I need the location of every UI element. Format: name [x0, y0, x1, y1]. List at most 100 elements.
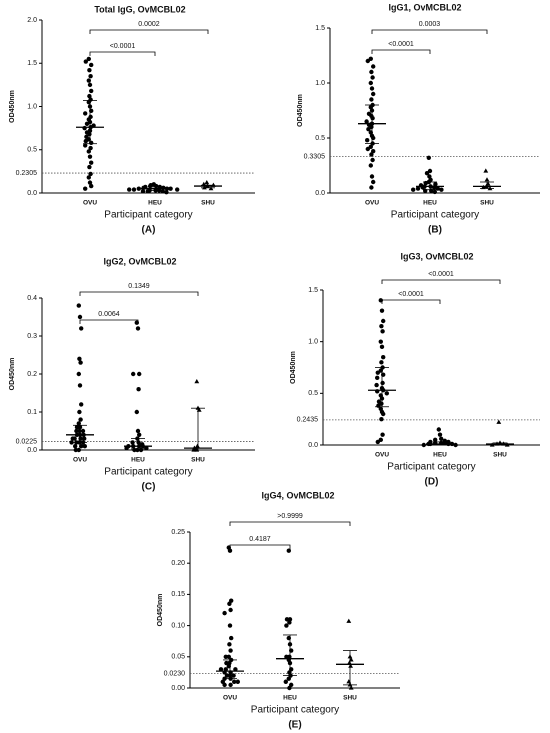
x-tick-label: SHU — [201, 200, 215, 207]
data-point — [283, 679, 288, 684]
data-point — [380, 329, 385, 334]
y-tick-label: 0.0 — [27, 447, 37, 454]
data-point — [346, 618, 352, 623]
data-point — [79, 444, 84, 449]
data-point — [369, 69, 374, 75]
data-point — [374, 382, 379, 388]
data-point — [87, 82, 93, 88]
y-axis-label: OD450nm — [297, 94, 304, 127]
data-point — [484, 177, 490, 182]
data-point — [229, 635, 234, 641]
data-point — [74, 428, 79, 434]
data-point — [77, 314, 83, 320]
x-tick-label: SHU — [343, 695, 357, 702]
x-tick-label: HEU — [131, 457, 145, 464]
data-point — [83, 59, 89, 64]
cutoff-label: 0.3305 — [304, 153, 326, 160]
data-point — [371, 179, 376, 185]
data-point — [365, 146, 370, 152]
data-point — [191, 447, 197, 452]
data-point — [366, 127, 371, 132]
data-point — [233, 667, 238, 672]
data-point — [88, 74, 93, 79]
y-tick-label: 0.25 — [171, 529, 185, 536]
y-tick-label: 1.5 — [315, 25, 325, 32]
data-point — [235, 679, 240, 684]
p-value: <0.0001 — [388, 41, 414, 48]
data-point — [232, 679, 237, 684]
data-point — [136, 387, 141, 392]
data-point — [69, 440, 74, 445]
significance-bracket — [229, 521, 351, 526]
x-axis-label: Participant category — [391, 210, 479, 221]
data-point — [83, 186, 88, 191]
data-point — [80, 428, 86, 434]
y-tick-label: 0.2 — [27, 371, 37, 378]
cutoff-label: 0.0230 — [164, 670, 186, 677]
data-point — [371, 149, 376, 154]
data-point — [89, 62, 94, 68]
data-point — [378, 339, 383, 344]
y-tick-label: 0.0 — [308, 442, 318, 449]
data-point — [127, 187, 132, 192]
data-point — [286, 548, 291, 553]
data-point — [89, 183, 94, 189]
data-point — [364, 119, 369, 124]
significance-bracket — [89, 29, 209, 34]
data-point — [287, 685, 292, 691]
significance-bracket — [89, 51, 156, 56]
data-point — [496, 419, 502, 424]
y-axis-label: OD450nm — [157, 594, 164, 627]
data-point — [83, 138, 89, 144]
data-point — [424, 171, 430, 176]
data-point — [77, 383, 83, 388]
y-tick-label: 1.5 — [27, 60, 37, 67]
data-point — [381, 411, 386, 417]
y-tick-label: 2.0 — [27, 17, 37, 24]
data-point — [74, 425, 80, 430]
y-tick-label: 1.0 — [27, 103, 37, 110]
data-point — [379, 308, 385, 313]
data-point — [136, 440, 141, 445]
chart-title: IgG4, OvMCBL02 — [261, 490, 334, 500]
p-value: 0.0003 — [419, 21, 441, 28]
x-tick-label: OVU — [83, 200, 97, 207]
data-point — [87, 93, 92, 99]
x-tick-label: OVU — [365, 200, 379, 207]
data-point — [218, 667, 224, 672]
x-axis-label: Participant category — [104, 210, 192, 221]
data-point — [135, 428, 141, 434]
data-point — [78, 360, 83, 365]
data-point — [369, 152, 374, 157]
data-point — [87, 131, 92, 137]
data-point — [77, 409, 82, 415]
data-point — [227, 623, 233, 628]
data-point — [76, 303, 82, 308]
y-tick-label: 1.5 — [308, 287, 318, 294]
significance-bracket — [229, 544, 291, 549]
data-point — [224, 660, 229, 666]
data-point — [82, 444, 88, 449]
data-point — [381, 318, 386, 324]
data-point — [228, 682, 233, 688]
chart-title: IgG3, OvMCBL02 — [400, 251, 473, 261]
x-tick-label: OVU — [375, 452, 389, 459]
data-point — [286, 676, 291, 681]
data-point — [76, 371, 82, 377]
data-point — [380, 380, 385, 386]
chart-title: IgG2, OvMCBL02 — [103, 256, 176, 266]
x-tick-label: SHU — [191, 457, 205, 464]
data-point — [426, 155, 431, 160]
data-point — [427, 174, 432, 179]
data-point — [370, 116, 375, 121]
significance-bracket — [79, 319, 139, 324]
data-point — [379, 360, 384, 365]
data-point — [87, 180, 93, 185]
panel-label: (A) — [142, 225, 156, 236]
data-point — [222, 682, 227, 688]
data-point — [348, 663, 353, 668]
y-tick-label: 0.5 — [308, 390, 318, 397]
data-point — [439, 187, 444, 192]
data-point — [201, 185, 207, 190]
